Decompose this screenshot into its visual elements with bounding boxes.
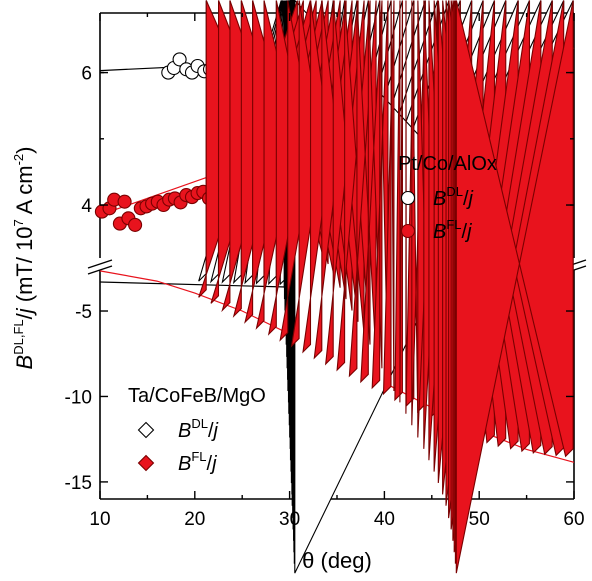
y-axis-title: BDL,FL/j (mT/ 107 A cm-2) <box>11 147 37 370</box>
y-axis-title-unit2: A cm <box>12 165 37 219</box>
legend-symbol <box>400 190 416 206</box>
x-tick-label: 10 <box>89 509 110 530</box>
legend-symbol <box>137 421 155 439</box>
x-tick-label: 50 <box>469 509 490 530</box>
y-axis-title-sup: DL,FL <box>11 319 26 354</box>
legend-symbol-open-diamond <box>137 421 155 439</box>
x-tick-label: 40 <box>374 509 395 530</box>
legend-symbol <box>137 454 155 472</box>
y-axis-title-unit-exp: -2 <box>11 154 26 166</box>
bottom-y-tick-label: -10 <box>65 387 92 408</box>
x-tick-label: 60 <box>563 509 584 530</box>
bottom-fl-point <box>371 0 389 390</box>
legend-symbol <box>400 223 416 239</box>
x-axis-title: θ (deg) <box>302 548 372 573</box>
bottom-legend: BDL/j BFL/j <box>137 416 219 475</box>
bottom-fl-point <box>382 0 395 396</box>
top-fl-point <box>117 194 132 209</box>
legend-label-bottom-fl: BFL/j <box>178 449 217 475</box>
y-axis-title-slash: / <box>12 312 37 319</box>
data-points <box>94 0 574 574</box>
top-fl-point <box>128 217 143 232</box>
x-tick-label: 20 <box>184 509 205 530</box>
bottom-y-tick-label: -15 <box>65 473 92 494</box>
bottom-fl-point <box>360 0 383 384</box>
x-tick-label: 30 <box>279 509 300 530</box>
top-y-tick-label: 4 <box>81 196 92 217</box>
top-legend: BDL/j BFL/j <box>400 184 474 243</box>
legend-label-top-fl: BFL/j <box>433 217 472 243</box>
axis-ticks: 4 6 -5 -10 -15 10 20 30 40 50 60 <box>65 13 585 530</box>
top-panel-label: Pt/Co/AlOx <box>398 153 497 175</box>
y-axis-title-b: B <box>12 355 37 370</box>
bottom-panel-label: Ta/CoFeB/MgO <box>128 385 266 407</box>
top-dl-point <box>172 52 187 67</box>
top-y-tick-label: 6 <box>81 64 92 85</box>
legend-symbol-open-circle <box>400 190 416 206</box>
bottom-fl-point <box>455 0 574 574</box>
y-axis-title-exp: 7 <box>11 219 26 226</box>
y-axis-title-unit: (mT/ 10 <box>12 226 37 308</box>
bottom-y-tick-label: -5 <box>75 302 92 323</box>
legend-label-top-dl: BDL/j <box>433 184 474 210</box>
y-axis-title-j: j <box>12 307 37 316</box>
legend-label-bottom-dl: BDL/j <box>178 416 219 442</box>
legend-symbol-filled-diamond <box>137 454 155 472</box>
bottom-fl-point <box>394 0 404 403</box>
axis-break-left <box>87 259 113 275</box>
legend-symbol-filled-circle <box>400 223 416 239</box>
y-axis-title-close: ) <box>12 147 37 154</box>
